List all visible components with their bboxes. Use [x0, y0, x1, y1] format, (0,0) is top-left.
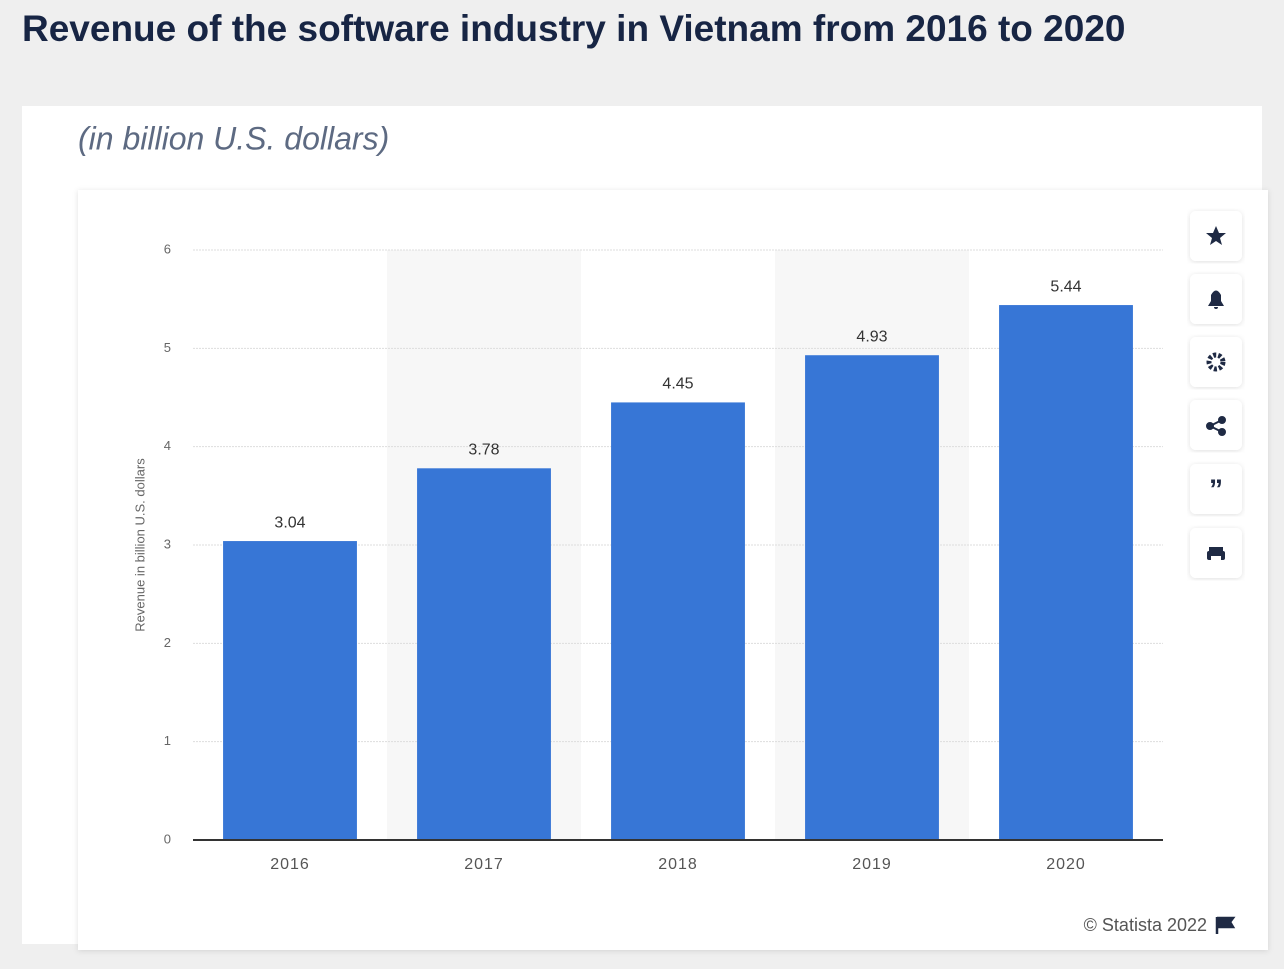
x-tick-label: 2020 — [1046, 856, 1086, 873]
notification-button[interactable] — [1190, 274, 1242, 324]
share-button[interactable] — [1190, 400, 1242, 450]
y-tick-label: 2 — [164, 635, 171, 650]
y-axis-label: Revenue in billion U.S. dollars — [132, 458, 147, 632]
svg-text:”: ” — [1209, 473, 1223, 504]
bar — [999, 305, 1133, 841]
page-title: Revenue of the software industry in Viet… — [22, 8, 1125, 49]
toolbar: ” — [1190, 211, 1242, 578]
value-label: 4.93 — [856, 328, 887, 345]
cite-button[interactable]: ” — [1190, 464, 1242, 514]
y-tick-label: 3 — [164, 536, 171, 551]
x-tick-label: 2016 — [270, 856, 310, 873]
value-label: 3.78 — [468, 442, 499, 459]
y-tick-label: 0 — [164, 831, 171, 846]
y-tick-label: 5 — [164, 340, 171, 355]
x-tick-label: 2019 — [852, 856, 892, 873]
settings-button[interactable] — [1190, 337, 1242, 387]
bar — [223, 541, 357, 840]
value-label: 3.04 — [274, 514, 305, 531]
plot: 0 1 2 3 4 5 6 2016 3.04 2017 3.78 2018 4.45 2019 4.93 2… — [164, 241, 1163, 873]
y-tick-label: 1 — [164, 733, 171, 748]
favorite-button[interactable] — [1190, 211, 1242, 261]
bar — [805, 355, 939, 840]
flag-icon — [1215, 916, 1236, 934]
y-tick-label: 4 — [164, 438, 171, 453]
bar — [417, 468, 551, 840]
print-button[interactable] — [1190, 528, 1242, 578]
value-label: 4.45 — [662, 376, 693, 393]
source: © Statista 2022 — [1084, 915, 1207, 935]
value-label: 5.44 — [1050, 278, 1081, 295]
subtitle: (in billion U.S. dollars) — [78, 120, 389, 156]
bar — [611, 402, 745, 840]
x-tick-label: 2017 — [464, 856, 504, 873]
y-tick-label: 6 — [164, 241, 171, 256]
x-tick-label: 2018 — [658, 856, 698, 873]
